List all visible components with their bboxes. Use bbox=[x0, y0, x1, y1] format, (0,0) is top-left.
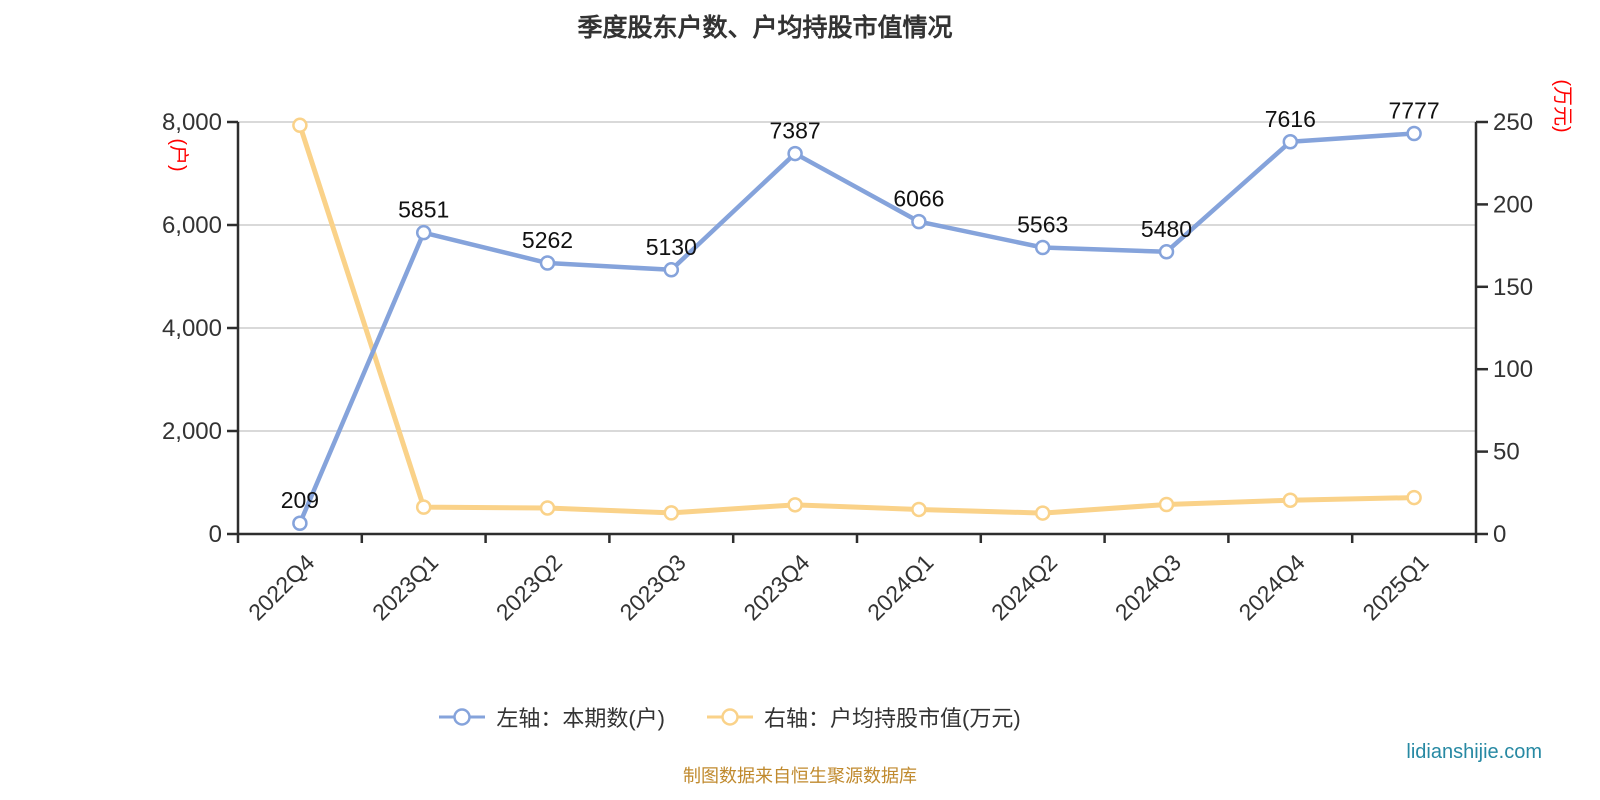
legend-label: 左轴：本期数(户) bbox=[496, 706, 665, 731]
data-source-note: 制图数据来自恒生聚源数据库 bbox=[683, 766, 917, 786]
left-axis-tick-label: 6,000 bbox=[162, 212, 222, 239]
data-point-marker bbox=[1282, 134, 1299, 150]
line-circle-icon bbox=[439, 708, 486, 726]
gridlines bbox=[238, 121, 1476, 432]
data-point-label: 7616 bbox=[1265, 106, 1316, 132]
data-point-marker bbox=[539, 500, 556, 516]
x-axis-label: 2024Q2 bbox=[986, 549, 1062, 625]
data-point-label: 5563 bbox=[1017, 212, 1068, 238]
x-axis-label: 2023Q1 bbox=[367, 549, 443, 625]
data-point-label: 5851 bbox=[398, 197, 449, 223]
x-axis-label: 2024Q3 bbox=[1110, 549, 1186, 625]
data-point-marker bbox=[1406, 489, 1422, 506]
x-axis-label: 2023Q2 bbox=[491, 549, 567, 625]
right-axis-tick-label: 100 bbox=[1493, 356, 1533, 383]
data-point-marker bbox=[292, 117, 308, 134]
x-axis-label: 2024Q1 bbox=[862, 549, 938, 625]
right-axis-tick-label: 150 bbox=[1493, 274, 1533, 301]
data-point-label: 5130 bbox=[646, 234, 697, 260]
data-point-marker bbox=[1034, 505, 1051, 521]
data-point-label: 209 bbox=[281, 487, 319, 513]
data-point-marker bbox=[663, 262, 680, 278]
x-axis-label: 2025Q1 bbox=[1357, 549, 1433, 625]
series-avg-holding-value bbox=[292, 117, 1422, 521]
data-point-label: 7387 bbox=[770, 118, 821, 144]
chart-legend: 左轴：本期数(户) 右轴：户均持股市值(万元) bbox=[0, 701, 1460, 733]
data-point-marker bbox=[663, 505, 680, 521]
data-point-marker bbox=[787, 145, 803, 162]
axis-ticks: 0 2,000 4,000 6,000 8,000 0 50 100 150 200 250 bbox=[162, 109, 1533, 548]
data-point-label: 6066 bbox=[893, 186, 944, 212]
legend-label: 右轴：户均持股市值(万元) bbox=[764, 706, 1021, 731]
right-axis-tick-label: 200 bbox=[1493, 191, 1533, 218]
data-point-marker bbox=[1282, 492, 1299, 508]
data-point-marker bbox=[415, 499, 432, 515]
data-point-marker bbox=[1034, 239, 1051, 256]
x-axis-label: 2023Q3 bbox=[615, 549, 691, 625]
data-point-marker bbox=[1158, 496, 1175, 513]
right-axis-tick-label: 0 bbox=[1493, 521, 1506, 548]
right-axis-unit-label: (万元) bbox=[1551, 79, 1573, 132]
page-title: 季度股东户数、户均持股市值情况 bbox=[577, 14, 953, 42]
series-shareholder-count: 209 5851 5262 5130 7387 6066 5563 5480 7616 7777 bbox=[281, 97, 1440, 531]
data-point-marker bbox=[1158, 244, 1175, 260]
left-axis-unit-label: (户) bbox=[167, 138, 190, 171]
left-axis-tick-label: 8,000 bbox=[162, 109, 222, 136]
data-point-marker bbox=[415, 224, 432, 241]
left-axis-tick-label: 2,000 bbox=[162, 418, 222, 445]
right-axis-tick-label: 250 bbox=[1493, 109, 1533, 136]
data-point-marker bbox=[911, 213, 927, 230]
legend-item-shareholder-count[interactable]: 左轴：本期数(户) bbox=[439, 701, 665, 733]
axis-unit-labels: (户) (万元) bbox=[167, 79, 1573, 171]
x-axis-label: 2023Q4 bbox=[738, 549, 814, 625]
data-point-label: 5262 bbox=[522, 227, 573, 253]
left-axis-tick-label: 4,000 bbox=[162, 315, 222, 342]
x-axis-label: 2024Q4 bbox=[1234, 549, 1310, 625]
data-point-marker bbox=[539, 255, 556, 271]
data-point-marker bbox=[787, 497, 803, 513]
data-point-label: 5480 bbox=[1141, 216, 1192, 242]
watermark-link[interactable]: lidianshijie.com bbox=[1406, 741, 1542, 763]
right-axis-tick-label: 50 bbox=[1493, 439, 1520, 466]
legend-item-avg-holding-value[interactable]: 右轴：户均持股市值(万元) bbox=[707, 701, 1021, 733]
data-point-marker bbox=[1406, 125, 1422, 142]
x-axis-labels: 2022Q4 2023Q1 2023Q2 2023Q3 2023Q4 2024Q1 2024… bbox=[243, 549, 1433, 625]
left-axis-tick-label: 0 bbox=[209, 521, 222, 548]
data-point-marker bbox=[911, 501, 927, 518]
data-point-label: 7777 bbox=[1389, 97, 1440, 123]
x-axis-label: 2022Q4 bbox=[243, 549, 319, 625]
line-circle-icon bbox=[707, 708, 753, 726]
data-point-marker bbox=[292, 515, 308, 531]
